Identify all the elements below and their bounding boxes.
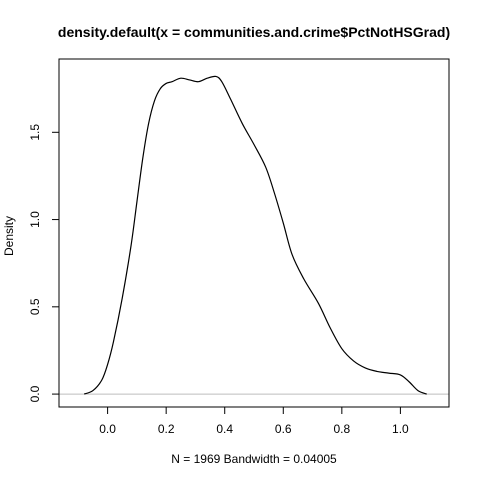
x-tick-label: 0.4	[216, 422, 233, 436]
y-tick-label: 1.5	[28, 124, 42, 141]
y-tick-label: 0.0	[28, 385, 42, 402]
y-tick-label: 1.0	[28, 211, 42, 228]
density-curve-group	[83, 75, 427, 395]
y-tick-label: 0.5	[28, 298, 42, 315]
x-axis-label: N = 1969 Bandwidth = 0.04005	[171, 452, 337, 466]
y-axis: 0.0 0.5 1.0 1.5	[28, 124, 60, 402]
x-tick-label: 0.2	[158, 422, 175, 436]
x-tick-label: 1.0	[392, 422, 409, 436]
x-tick-label: 0.6	[275, 422, 292, 436]
density-curve	[83, 75, 427, 395]
chart-title: density.default(x = communities.and.crim…	[58, 24, 450, 40]
x-axis: 0.0 0.2 0.4 0.6 0.8 1.0	[99, 406, 409, 436]
x-tick-label: 0.0	[99, 422, 116, 436]
x-tick-label: 0.8	[333, 422, 350, 436]
plot-frame	[58, 58, 450, 408]
y-axis-label: Density	[2, 216, 16, 256]
